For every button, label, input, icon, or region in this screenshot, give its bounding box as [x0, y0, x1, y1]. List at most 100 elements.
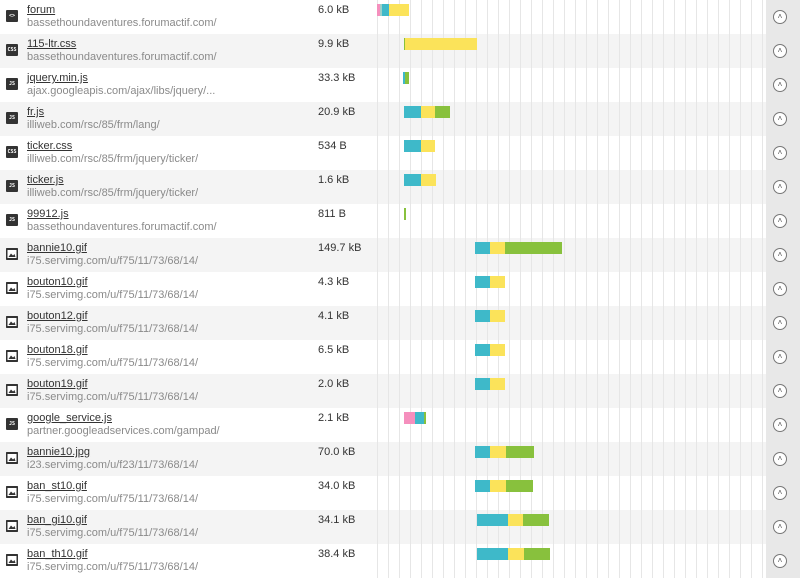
request-row[interactable]: bouton19.gif i75.servimg.com/u/f75/11/73/… [0, 374, 800, 408]
request-name-link[interactable]: jquery.min.js [27, 72, 88, 84]
timing-bar-connect [404, 174, 421, 186]
chevron-up-icon[interactable]: ˄ [773, 282, 787, 296]
waterfall-timeline [377, 0, 766, 34]
timing-bar-wait [420, 174, 436, 186]
request-name-link[interactable]: 99912.js [27, 208, 69, 220]
request-host: i75.servimg.com/u/f75/11/73/68/14/ [27, 527, 199, 539]
request-name-link[interactable]: bouton18.gif [27, 344, 88, 356]
chevron-up-icon[interactable]: ˄ [773, 384, 787, 398]
request-row[interactable]: ban_gi10.gif i75.servimg.com/u/f75/11/73/… [0, 510, 800, 544]
chevron-up-icon[interactable]: ˄ [773, 486, 787, 500]
request-name-link[interactable]: google_service.js [27, 412, 112, 424]
chevron-up-icon[interactable]: ˄ [773, 520, 787, 534]
timing-bar-connect [475, 310, 491, 322]
timing-bar-blocking [404, 412, 416, 424]
timing-bar-connect [404, 106, 421, 118]
request-size: 1.6 kB [318, 174, 350, 186]
request-name-link[interactable]: ban_gi10.gif [27, 514, 87, 526]
chevron-up-icon[interactable]: ˄ [773, 214, 787, 228]
request-row[interactable]: <> forum bassethoundaventures.forumactif.c… [0, 0, 800, 34]
timing-bar-connect [477, 514, 508, 526]
request-row[interactable]: CSS 115-ltr.css bassethoundaventures.forum… [0, 34, 800, 68]
timing-bar-connect [415, 412, 424, 424]
request-name-link[interactable]: ticker.css [27, 140, 73, 152]
timing-bar-receive [423, 412, 427, 424]
chevron-up-icon[interactable]: ˄ [773, 316, 787, 330]
chevron-up-icon[interactable]: ˄ [773, 248, 787, 262]
request-row[interactable]: CSS ticker.css illiweb.com/rsc/85/frm/jque… [0, 136, 800, 170]
chevron-up-icon[interactable]: ˄ [773, 10, 787, 24]
request-row[interactable]: JS jquery.min.js ajax.googleapis.com/ajax/… [0, 68, 800, 102]
request-name-link[interactable]: ban_st10.gif [27, 480, 87, 492]
request-row[interactable]: ban_th10.gif i75.servimg.com/u/f75/11/73/… [0, 544, 800, 578]
timing-bar-receive [505, 446, 534, 458]
css-file-icon: CSS [6, 44, 18, 56]
js-file-icon: JS [6, 180, 18, 192]
timing-bar-wait [507, 514, 524, 526]
chevron-up-icon[interactable]: ˄ [773, 44, 787, 58]
chevron-up-icon[interactable]: ˄ [773, 418, 787, 432]
timing-bar-receive [404, 38, 406, 50]
waterfall-timeline [377, 340, 766, 374]
request-row[interactable]: ban_st10.gif i75.servimg.com/u/f75/11/73/… [0, 476, 800, 510]
request-size: 6.0 kB [318, 4, 350, 16]
timing-bar-connect [403, 72, 406, 84]
request-name-link[interactable]: fr.js [27, 106, 45, 118]
request-host: i23.servimg.com/u/f23/11/73/68/14/ [27, 459, 199, 471]
request-name-link[interactable]: bannie10.jpg [27, 446, 91, 458]
request-size: 4.3 kB [318, 276, 350, 288]
chevron-up-icon[interactable]: ˄ [773, 78, 787, 92]
request-name-link[interactable]: bannie10.gif [27, 242, 87, 254]
timing-bar-connect [475, 344, 491, 356]
timing-bar-blocking [377, 4, 381, 16]
request-size: 20.9 kB [318, 106, 356, 118]
request-host: i75.servimg.com/u/f75/11/73/68/14/ [27, 493, 199, 505]
request-row[interactable]: bannie10.jpg i23.servimg.com/u/f23/11/73/… [0, 442, 800, 476]
image-file-icon [6, 350, 18, 362]
timing-bar-wait [388, 4, 409, 16]
request-row[interactable]: bannie10.gif i75.servimg.com/u/f75/11/73/… [0, 238, 800, 272]
chevron-up-icon[interactable]: ˄ [773, 554, 787, 568]
request-row[interactable]: bouton18.gif i75.servimg.com/u/f75/11/73/… [0, 340, 800, 374]
request-name-link[interactable]: ticker.js [27, 174, 64, 186]
request-size: 2.1 kB [318, 412, 350, 424]
request-row[interactable]: JS ticker.js illiweb.com/rsc/85/frm/jquery… [0, 170, 800, 204]
request-row[interactable]: JS google_service.js partner.googleadservi… [0, 408, 800, 442]
timing-bar-wait [405, 38, 478, 50]
request-size: 38.4 kB [318, 548, 356, 560]
image-file-icon [6, 486, 18, 498]
waterfall-timeline [377, 68, 766, 102]
image-file-icon [6, 282, 18, 294]
chevron-up-icon[interactable]: ˄ [773, 180, 787, 194]
waterfall-timeline [377, 476, 766, 510]
request-name-link[interactable]: bouton12.gif [27, 310, 88, 322]
request-size: 34.0 kB [318, 480, 356, 492]
request-name-link[interactable]: forum [27, 4, 56, 16]
request-name-link[interactable]: bouton19.gif [27, 378, 88, 390]
request-row[interactable]: bouton10.gif i75.servimg.com/u/f75/11/73/… [0, 272, 800, 306]
request-row[interactable]: bouton12.gif i75.servimg.com/u/f75/11/73/… [0, 306, 800, 340]
timing-bar-receive [434, 106, 451, 118]
request-row[interactable]: JS fr.js illiweb.com/rsc/85/frm/lang/20.9 … [0, 102, 800, 136]
waterfall-timeline [377, 136, 766, 170]
chevron-up-icon[interactable]: ˄ [773, 112, 787, 126]
request-host: i75.servimg.com/u/f75/11/73/68/14/ [27, 255, 199, 267]
request-size: 2.0 kB [318, 378, 350, 390]
timing-bar-wait [490, 242, 505, 254]
request-name-link[interactable]: bouton10.gif [27, 276, 88, 288]
chevron-up-icon[interactable]: ˄ [773, 350, 787, 364]
request-size: 811 B [318, 208, 346, 220]
request-row[interactable]: JS 99912.js bassethoundaventures.forumacti… [0, 204, 800, 238]
timing-bar-wait [490, 446, 506, 458]
timing-bar-connect [475, 276, 491, 288]
chevron-up-icon[interactable]: ˄ [773, 146, 787, 160]
timing-bar-connect [475, 378, 491, 390]
request-size: 534 B [318, 140, 347, 152]
request-name-link[interactable]: 115-ltr.css [27, 38, 77, 50]
timing-bar-receive [504, 242, 563, 254]
timing-bar-connect [475, 242, 491, 254]
chevron-up-icon[interactable]: ˄ [773, 452, 787, 466]
timing-bar-connect [475, 446, 491, 458]
request-host: i75.servimg.com/u/f75/11/73/68/14/ [27, 323, 199, 335]
request-name-link[interactable]: ban_th10.gif [27, 548, 88, 560]
